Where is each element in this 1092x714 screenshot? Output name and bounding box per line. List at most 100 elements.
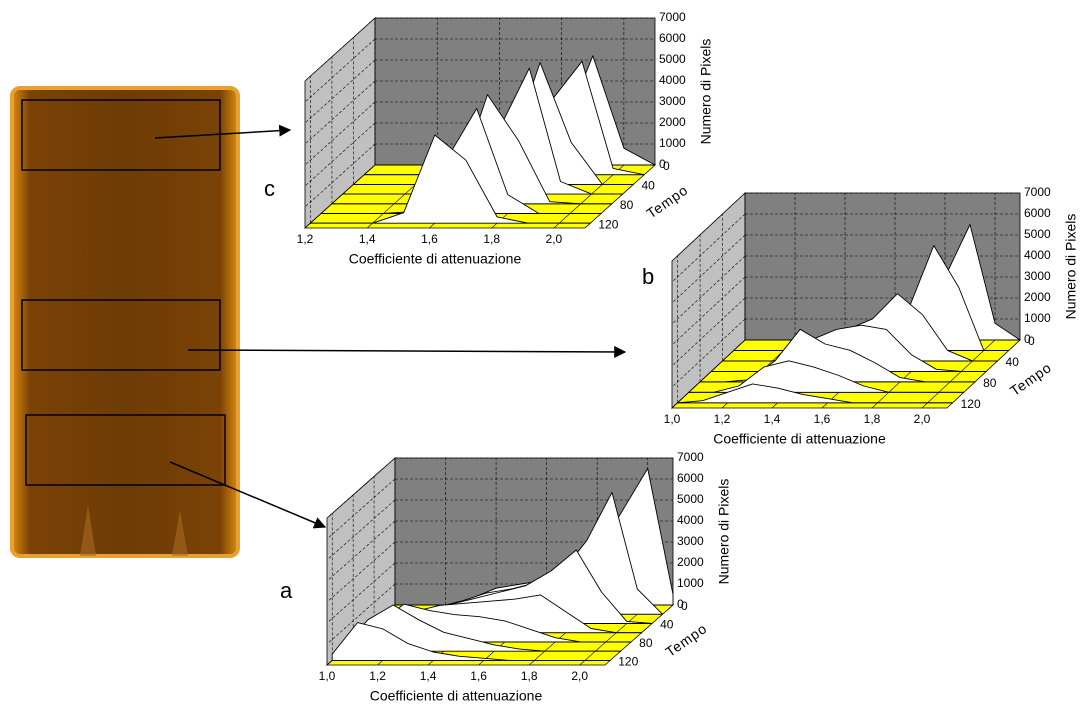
- z-tick-label: 7000: [1024, 185, 1051, 199]
- x-tick-label: 1,2: [714, 412, 731, 426]
- y-tick-label: 80: [639, 636, 653, 650]
- z-tick-label: 4000: [1024, 248, 1051, 262]
- z-tick-label: 3000: [677, 534, 704, 548]
- y-tick-label: 0: [663, 159, 670, 173]
- grid-line: [671, 339, 746, 409]
- grid-line: [671, 255, 746, 325]
- z-axis-title: Numero di Pixels: [716, 479, 732, 585]
- slice-curve: [342, 604, 622, 652]
- z-tick-label: 0: [659, 157, 666, 171]
- x-tick-label: 1,8: [521, 669, 538, 683]
- grid-line: [326, 478, 396, 540]
- slice-curve: [309, 134, 591, 224]
- grid-line: [326, 457, 396, 519]
- y-tick-label: 120: [598, 217, 618, 231]
- grid-line: [671, 297, 746, 367]
- grid-line: [921, 339, 996, 409]
- arrow: [169, 461, 327, 529]
- x-tick-label: 2,0: [914, 412, 931, 426]
- z-axis-title: Numero di Pixels: [698, 39, 714, 145]
- grid-line: [304, 101, 376, 166]
- panel-label: a: [280, 578, 293, 603]
- panel-label: b: [642, 264, 654, 289]
- sample: [10, 86, 240, 558]
- z-tick-label: 2000: [659, 115, 686, 129]
- x-tick-label: 1,0: [664, 412, 681, 426]
- z-tick-label: 7000: [659, 10, 686, 24]
- grid-line: [304, 80, 376, 145]
- x-tick-label: 1,2: [297, 232, 314, 246]
- x-tick-label: 1,2: [369, 669, 386, 683]
- z-tick-label: 3000: [659, 94, 686, 108]
- grid-line: [304, 143, 376, 208]
- chart: 0 1000 2000 3000 4000 5000 6000 7000 1,2 1,4 1,6 1,…: [297, 10, 714, 267]
- x-tick-label: 1,6: [421, 232, 438, 246]
- grid-line: [326, 520, 396, 582]
- z-tick-label: 6000: [677, 471, 704, 485]
- grid-line: [304, 164, 376, 229]
- y-tick-label: 120: [618, 655, 638, 669]
- x-tick-label: 1,8: [864, 412, 881, 426]
- grid-line: [671, 234, 746, 304]
- x-axis-title: Coefficiente di attenuazione: [349, 251, 522, 267]
- grid-line: [326, 499, 396, 561]
- chart: 0 1000 2000 3000 4000 5000 6000 7000 1,0 1,2 1,4 1,…: [664, 185, 1079, 447]
- z-tick-label: 4000: [677, 513, 704, 527]
- roi-box: [21, 99, 221, 171]
- slice-curve: [331, 622, 611, 661]
- grid-line: [304, 17, 376, 82]
- grid-line: [304, 122, 376, 187]
- arrow: [154, 124, 292, 139]
- z-tick-label: 6000: [659, 31, 686, 45]
- z-tick-label: 3000: [1024, 269, 1051, 283]
- grid-line: [671, 276, 746, 346]
- sample-marks: [80, 505, 188, 556]
- y-tick-label: 40: [1006, 355, 1020, 369]
- y-tick-label: 0: [681, 599, 688, 613]
- x-axis-title: Coefficiente di attenuazione: [713, 431, 886, 447]
- grid-line: [304, 59, 376, 124]
- grid-line: [304, 38, 376, 103]
- arrow: [187, 345, 627, 358]
- grid-line: [671, 192, 746, 262]
- y-tick-label: 0: [1028, 334, 1035, 348]
- y-tick-label: 80: [620, 198, 634, 212]
- grid-line: [326, 541, 396, 603]
- y-tick-label: 120: [961, 397, 981, 411]
- z-tick-label: 0: [1024, 332, 1031, 346]
- y-tick-label: 40: [660, 618, 674, 632]
- z-tick-label: 0: [677, 597, 684, 611]
- x-tick-label: 1,6: [814, 412, 831, 426]
- x-tick-label: 1,8: [483, 232, 500, 246]
- z-tick-label: 5000: [659, 52, 686, 66]
- z-tick-label: 1000: [659, 136, 686, 150]
- x-tick-label: 2,0: [571, 669, 588, 683]
- z-tick-label: 1000: [677, 576, 704, 590]
- y-tick-label: 80: [983, 376, 997, 390]
- grid-line: [671, 318, 746, 388]
- panel-label: c: [264, 176, 275, 201]
- x-tick-label: 1,4: [764, 412, 781, 426]
- z-tick-label: 2000: [677, 555, 704, 569]
- y-tick-label: 40: [641, 179, 655, 193]
- z-tick-label: 6000: [1024, 206, 1051, 220]
- grid-line: [671, 213, 746, 283]
- x-tick-label: 1,4: [359, 232, 376, 246]
- x-axis-title: Coefficiente di attenuazione: [370, 688, 543, 704]
- z-tick-label: 1000: [1024, 311, 1051, 325]
- roi-box: [25, 414, 226, 486]
- roi-box: [21, 299, 221, 371]
- z-axis-title: Numero di Pixels: [1063, 214, 1079, 320]
- slice-curve: [677, 383, 954, 404]
- sample-photo: [10, 86, 627, 558]
- z-tick-label: 5000: [677, 492, 704, 506]
- grid-line: [553, 164, 625, 229]
- x-tick-label: 2,0: [546, 232, 563, 246]
- x-tick-label: 1,6: [470, 669, 487, 683]
- z-tick-label: 7000: [677, 450, 704, 464]
- x-tick-label: 1,4: [420, 669, 437, 683]
- z-tick-label: 5000: [1024, 227, 1051, 241]
- z-tick-label: 4000: [659, 73, 686, 87]
- z-tick-label: 2000: [1024, 290, 1051, 304]
